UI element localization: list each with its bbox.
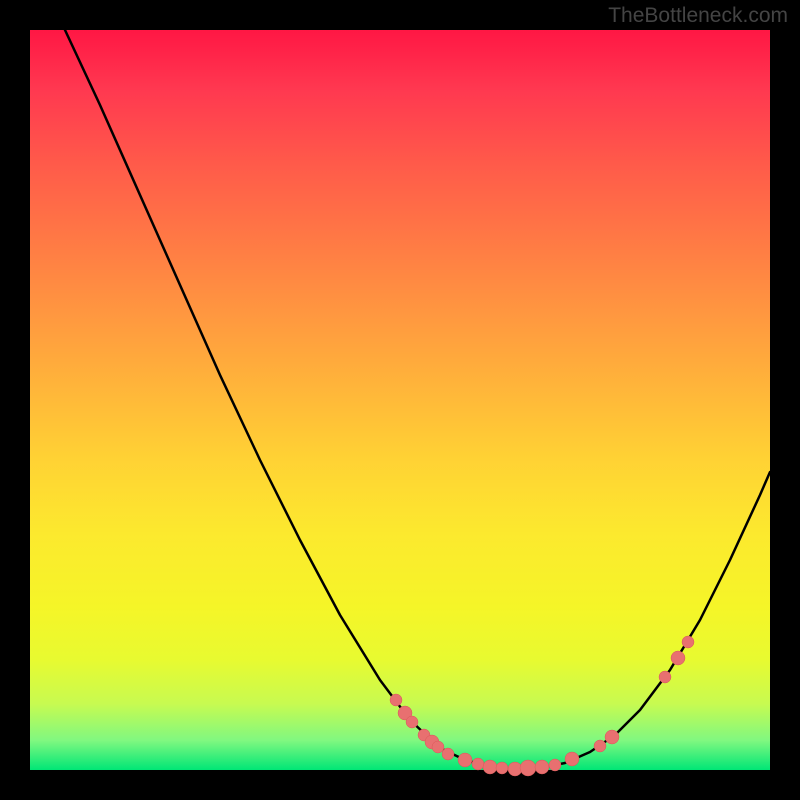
watermark-text: TheBottleneck.com xyxy=(608,4,788,28)
plot-gradient-area xyxy=(30,30,770,770)
